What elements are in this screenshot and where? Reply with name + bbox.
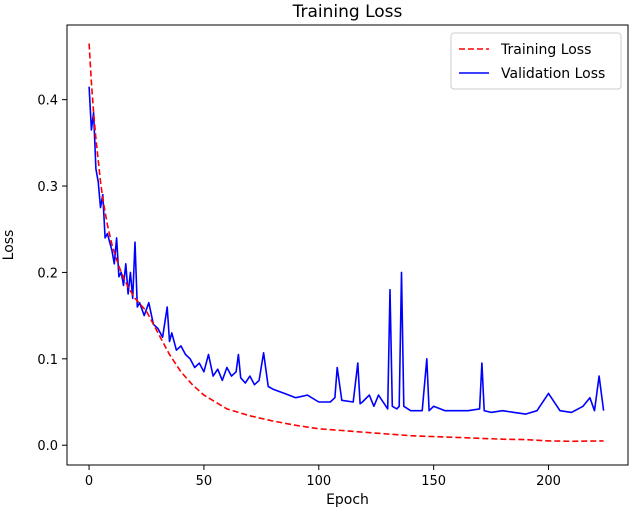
y-tick-label: 0.4	[37, 94, 58, 109]
x-tick-label: 0	[85, 474, 93, 489]
chart-title: Training Loss	[292, 2, 403, 22]
legend-label: Validation Loss	[501, 66, 605, 82]
x-axis-label: Epoch	[326, 492, 369, 508]
axes-ticks: 0 50 100 150 200 0.0 0.1 0.2 0.3 0.4	[37, 94, 561, 489]
x-tick-label: 100	[306, 474, 331, 489]
y-tick-label: 0.0	[37, 439, 58, 454]
series-line-validation-loss	[88, 86, 605, 415]
x-tick-label: 50	[196, 474, 213, 489]
legend: Training Loss Validation Loss	[450, 32, 622, 90]
y-axis-label: Loss	[1, 230, 17, 261]
legend-label: Training Loss	[500, 42, 591, 58]
plot-lines	[88, 43, 605, 443]
legend-box	[450, 32, 622, 90]
series-line-training-loss	[88, 43, 604, 443]
x-tick-label: 200	[536, 474, 561, 489]
plot-frame	[66, 24, 629, 466]
y-tick-label: 0.3	[37, 180, 58, 195]
x-tick-label: 150	[421, 474, 446, 489]
y-tick-label: 0.2	[37, 266, 58, 281]
y-tick-label: 0.1	[37, 353, 58, 368]
